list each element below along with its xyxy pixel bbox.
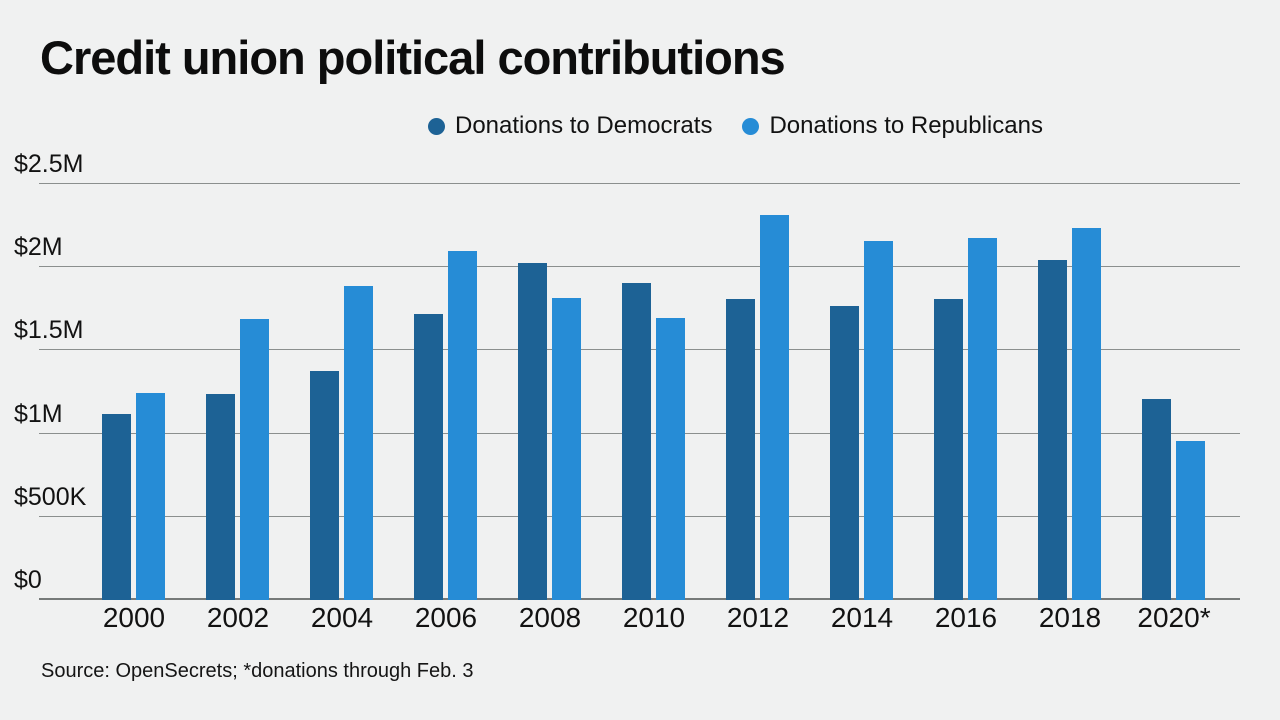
gridline-$2M	[39, 266, 1240, 268]
bar-republicans-2002	[240, 319, 269, 600]
bar-republicans-2018	[1072, 227, 1101, 600]
y-axis-label-$2M: $2M	[14, 233, 63, 262]
bar-democrats-2002	[206, 394, 235, 600]
bar-democrats-2008	[518, 262, 547, 600]
x-axis-label-2010: 2010	[622, 602, 686, 633]
bar-democrats-2000	[102, 414, 131, 600]
x-axis-label-2004: 2004	[310, 602, 374, 633]
x-axis-label-2016: 2016	[934, 602, 998, 633]
y-axis-label-$1M: $1M	[14, 399, 63, 428]
republicans-legend-dot-icon	[742, 117, 760, 135]
legend-item-republicans: Donations to Republicans	[742, 112, 1043, 140]
y-axis-label-$500K: $500K	[14, 482, 87, 511]
legend-label-republicans: Donations to Republicans	[769, 112, 1043, 139]
legend-item-democrats: Donations to Democrats	[428, 112, 712, 140]
bar-republicans-2016	[968, 237, 997, 600]
y-axis-label-$0: $0	[14, 566, 42, 594]
x-axis-label-2012: 2012	[726, 602, 790, 633]
x-axis-label-2002: 2002	[206, 602, 270, 633]
bar-democrats-2016	[934, 299, 963, 600]
democrats-legend-dot-icon	[428, 117, 445, 135]
bar-republicans-2000	[136, 392, 165, 600]
bar-republicans-2014	[864, 241, 893, 600]
x-axis-label-2000: 2000	[102, 602, 166, 633]
bar-democrats-2018	[1038, 259, 1067, 600]
y-axis-label-$2.5M: $2.5M	[14, 150, 84, 178]
legend: Donations to Democrats Donations to Repu…	[428, 112, 1043, 140]
bar-republicans-2012	[760, 214, 789, 600]
x-axis-label-2018: 2018	[1038, 602, 1102, 633]
bar-democrats-2012	[726, 299, 755, 600]
bar-republicans-2008	[552, 297, 581, 600]
x-axis-label-2014: 2014	[830, 602, 894, 633]
y-axis-label-$1.5M: $1.5M	[14, 316, 84, 345]
bar-republicans-2020	[1176, 440, 1205, 600]
gridline-$2.5M	[39, 183, 1240, 184]
x-axis-label-2008: 2008	[518, 602, 582, 633]
bar-republicans-2010	[656, 317, 685, 600]
x-axis-label-2006: 2006	[414, 602, 478, 633]
bar-democrats-2020	[1142, 399, 1171, 600]
chart-title: Credit union political contributions	[40, 31, 786, 84]
bar-democrats-2010	[622, 282, 651, 600]
x-axis-label-2020: 2020*	[1137, 602, 1211, 633]
bar-republicans-2004	[344, 286, 373, 600]
bar-republicans-2006	[448, 251, 477, 600]
source-note: Source: OpenSecrets; *donations through …	[41, 660, 474, 682]
bar-democrats-2006	[414, 314, 443, 600]
bar-democrats-2014	[830, 306, 859, 600]
legend-label-democrats: Donations to Democrats	[455, 112, 713, 139]
bar-democrats-2004	[310, 371, 339, 600]
